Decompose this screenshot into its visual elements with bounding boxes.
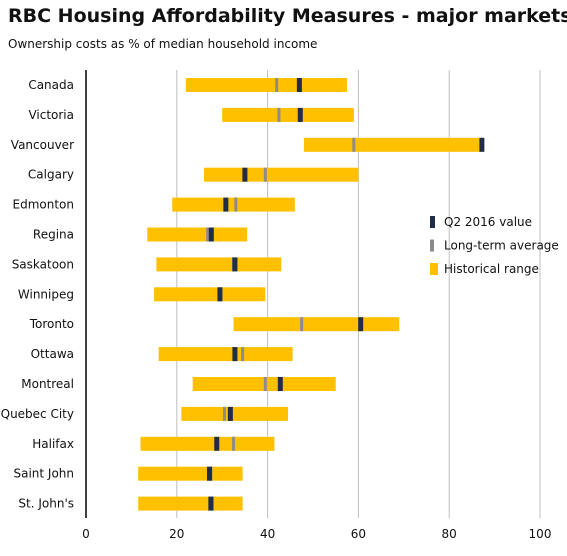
- range-bar-calgary: [204, 167, 359, 182]
- range-bar-regina: [147, 227, 248, 242]
- range-bar-vancouver: [303, 137, 484, 152]
- category-label-vancouver: Vancouver: [11, 138, 74, 152]
- category-label-victoria: Victoria: [28, 108, 74, 122]
- current-marker-ottawa: [232, 347, 238, 362]
- category-label-st-john-s: St. John's: [18, 497, 74, 511]
- average-marker-ottawa: [241, 347, 245, 362]
- current-marker-saskatoon: [232, 257, 238, 272]
- current-marker-st-john-s: [208, 496, 214, 511]
- category-label-toronto: Toronto: [29, 317, 74, 331]
- category-label-halifax: Halifax: [32, 437, 74, 451]
- category-label-saskatoon: Saskatoon: [12, 257, 74, 271]
- range-bar-edmonton: [172, 197, 295, 212]
- x-tick-label-60: 60: [351, 527, 366, 541]
- range-bar-saskatoon: [156, 257, 282, 272]
- average-marker-regina: [206, 227, 210, 242]
- x-tick-label-40: 40: [260, 527, 275, 541]
- current-marker-halifax: [214, 436, 220, 451]
- range-bar-halifax: [140, 436, 275, 451]
- chart-subtitle: Ownership costs as % of median household…: [8, 37, 318, 51]
- category-label-quebec-city: Quebec City: [1, 407, 74, 421]
- category-label-regina: Regina: [33, 228, 74, 242]
- average-marker-calgary: [263, 167, 267, 182]
- range-bar-st-john-s: [138, 496, 243, 511]
- legend-swatch-range: [430, 263, 438, 275]
- range-bar-ottawa: [158, 347, 293, 362]
- category-label-calgary: Calgary: [28, 168, 74, 182]
- current-marker-regina: [208, 227, 214, 242]
- average-marker-toronto: [300, 317, 304, 332]
- average-marker-halifax: [232, 436, 236, 451]
- category-label-edmonton: Edmonton: [13, 198, 75, 212]
- legend-label-range: Historical range: [444, 262, 539, 276]
- average-marker-montreal: [263, 377, 267, 391]
- chart-title: RBC Housing Affordability Measures - maj…: [8, 5, 567, 27]
- current-marker-toronto: [358, 317, 364, 332]
- range-bar-victoria: [222, 107, 354, 122]
- x-tick-label-100: 100: [529, 527, 552, 541]
- x-tick-label-0: 0: [82, 527, 90, 541]
- legend-swatch-current: [430, 216, 435, 228]
- range-bar-quebec-city: [181, 406, 289, 421]
- category-label-winnipeg: Winnipeg: [18, 287, 74, 301]
- current-marker-montreal: [277, 377, 283, 391]
- average-marker-vancouver: [352, 137, 356, 152]
- current-marker-winnipeg: [217, 287, 223, 302]
- average-marker-canada: [275, 78, 279, 92]
- x-tick-label-80: 80: [442, 527, 457, 541]
- category-label-ottawa: Ottawa: [31, 347, 74, 361]
- range-bar-winnipeg: [154, 287, 266, 302]
- current-marker-victoria: [297, 107, 303, 122]
- average-marker-edmonton: [234, 197, 238, 212]
- range-bar-toronto: [233, 317, 400, 332]
- range-bar-saint-john: [138, 466, 243, 481]
- current-marker-edmonton: [223, 197, 229, 212]
- legend-label-average: Long-term average: [444, 239, 559, 253]
- x-tick-label-20: 20: [169, 527, 184, 541]
- current-marker-saint-john: [206, 466, 212, 481]
- category-label-saint-john: Saint John: [13, 467, 74, 481]
- current-marker-calgary: [242, 167, 248, 182]
- category-label-canada: Canada: [28, 78, 74, 92]
- average-marker-victoria: [277, 107, 281, 122]
- current-marker-quebec-city: [227, 406, 233, 421]
- category-label-montreal: Montreal: [21, 377, 74, 391]
- legend-label-current: Q2 2016 value: [444, 215, 532, 229]
- average-marker-quebec-city: [222, 406, 226, 421]
- current-marker-vancouver: [479, 137, 485, 152]
- legend-swatch-average: [430, 239, 434, 252]
- range-bar-canada: [185, 78, 348, 92]
- current-marker-canada: [296, 78, 302, 92]
